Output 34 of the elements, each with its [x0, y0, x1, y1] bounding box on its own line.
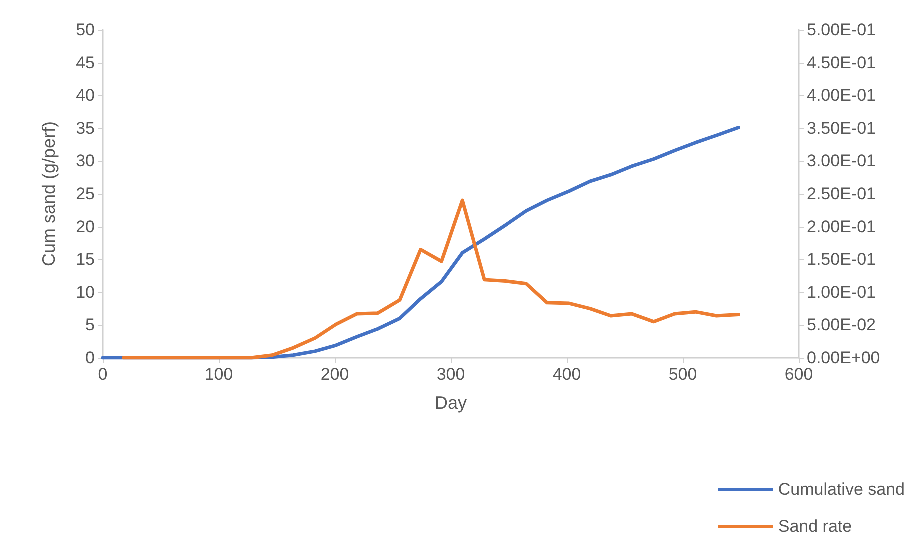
x-tick-label: 0	[98, 365, 108, 384]
y2-tick-label: 1.00E-01	[807, 282, 876, 302]
y2-tick-label: 5.00E-01	[807, 20, 876, 40]
x-tick-label: 100	[204, 365, 234, 384]
y-tick-label: 35	[76, 118, 95, 138]
x-tick-label: 300	[436, 365, 466, 384]
y2-tick-label: 3.50E-01	[807, 118, 876, 138]
x-tick-label: 400	[552, 365, 582, 384]
y-tick-label: 5	[86, 316, 95, 335]
y-tick-label: 50	[76, 20, 95, 40]
legend-label: Cumulative sand	[778, 480, 906, 499]
x-tick-label: 500	[668, 365, 698, 384]
y2-tick-label: 1.50E-01	[807, 250, 876, 270]
y2-tick-label: 4.50E-01	[807, 53, 876, 72]
y2-tick-label: 3.00E-01	[807, 152, 876, 171]
line-series	[122, 198, 740, 360]
y2-tick-label: 4.00E-01	[807, 86, 876, 106]
y2-tick-label: 0.00E+00	[807, 348, 880, 368]
y-tick-label: 30	[76, 152, 95, 171]
x-tick-label: 600	[784, 365, 814, 384]
y-axis-title: Cum sand (g/perf)	[39, 121, 59, 267]
y2-tick-label: 2.00E-01	[807, 217, 876, 236]
legend-label: Sand rate	[778, 517, 852, 536]
y2-tick-label: 2.50E-01	[807, 184, 876, 204]
x-axis-title: Day	[434, 393, 468, 413]
x-tick-label: 200	[320, 365, 350, 384]
y-tick-label: 0	[86, 348, 95, 368]
y-tick-label: 40	[76, 86, 95, 106]
y-tick-label: 15	[76, 250, 95, 270]
y-tick-label: 10	[76, 282, 95, 302]
y2-tick-label: 5.00E-02	[807, 316, 876, 335]
y-tick-label: 25	[76, 184, 95, 204]
y-tick-label: 20	[76, 217, 95, 236]
y-tick-label: 45	[76, 53, 95, 72]
